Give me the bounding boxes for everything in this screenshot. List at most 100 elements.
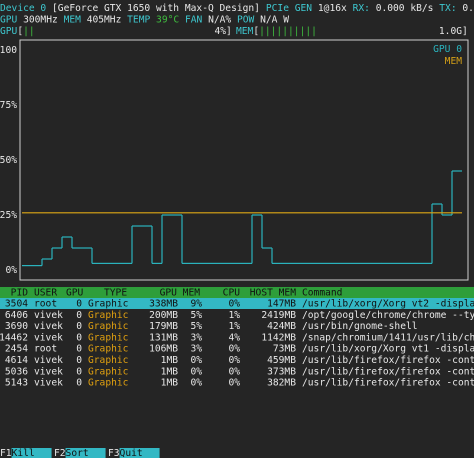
table-cell: 1MB bbox=[161, 378, 179, 389]
table-cell: Graphic bbox=[88, 344, 128, 355]
table-cell: 0 bbox=[76, 321, 82, 332]
y-tick-label: 0% bbox=[5, 265, 17, 276]
table-cell: 0% bbox=[228, 299, 240, 310]
table-cell: 382MB bbox=[267, 378, 296, 389]
table-cell: 424MB bbox=[267, 321, 296, 332]
y-tick-label: 100 bbox=[0, 45, 17, 56]
table-cell: root bbox=[34, 344, 57, 355]
table-cell: 4% bbox=[228, 332, 240, 343]
status-label: POW bbox=[237, 15, 255, 26]
status-value: 405MHz bbox=[87, 15, 122, 26]
table-cell: Graphic bbox=[88, 310, 128, 321]
gauge-value: 1.0G bbox=[439, 26, 462, 37]
status-label: MEM bbox=[64, 15, 82, 26]
table-cell: Graphic bbox=[88, 299, 128, 310]
status-value: N/A% bbox=[208, 15, 231, 26]
footer-action-bg bbox=[119, 448, 160, 458]
legend-entry: GPU 0 bbox=[433, 44, 462, 55]
gauge-bar: || bbox=[23, 26, 35, 37]
footer-key: F3 bbox=[108, 448, 120, 458]
status-value: 1@16x bbox=[318, 3, 347, 14]
table-cell: /usr/lib/firefox/firefox -conte bbox=[302, 355, 474, 366]
table-cell: 5% bbox=[190, 321, 202, 332]
table-cell: 0 bbox=[76, 366, 82, 377]
table-cell: vivek bbox=[34, 366, 63, 377]
table-cell: 179MB bbox=[149, 321, 178, 332]
table-cell: 5% bbox=[190, 310, 202, 321]
footer-action[interactable]: Quit bbox=[120, 448, 143, 458]
table-cell: 0 bbox=[76, 355, 82, 366]
gauge-bracket: [ bbox=[253, 26, 259, 37]
table-header: PID bbox=[11, 288, 29, 299]
table-cell: 0 bbox=[76, 332, 82, 343]
table-cell: 14462 bbox=[0, 332, 28, 343]
footer-action-bg bbox=[65, 448, 106, 458]
table-cell: 3504 bbox=[5, 299, 28, 310]
table-cell: /usr/lib/firefox/firefox -conte bbox=[302, 378, 474, 389]
status-label: PCIe GEN bbox=[266, 3, 312, 14]
footer-action[interactable]: Kill bbox=[12, 448, 35, 458]
table-cell: /usr/bin/gnome-shell bbox=[302, 321, 418, 332]
table-cell: 0 bbox=[76, 378, 82, 389]
table-cell: vivek bbox=[34, 321, 63, 332]
gauge-label: MEM bbox=[236, 26, 254, 37]
table-cell: 0% bbox=[228, 344, 240, 355]
gauge-bracket: ] bbox=[462, 26, 468, 37]
table-cell: 1142MB bbox=[261, 332, 296, 343]
table-cell: 1MB bbox=[161, 366, 179, 377]
table-cell: Graphic bbox=[88, 332, 128, 343]
status-value: 0.000 bbox=[462, 3, 474, 14]
table-cell: 0% bbox=[190, 355, 202, 366]
table-cell: 0 bbox=[76, 344, 82, 355]
table-header-bar bbox=[0, 287, 474, 298]
table-cell: Graphic bbox=[88, 355, 128, 366]
table-cell: 0% bbox=[228, 366, 240, 377]
status-label: TX: bbox=[439, 3, 456, 14]
table-header: GPU MEM bbox=[160, 288, 201, 299]
table-cell: 0 bbox=[76, 299, 82, 310]
status-label: GPU bbox=[0, 15, 18, 26]
table-cell: 0 bbox=[76, 310, 82, 321]
table-header: CPU bbox=[223, 288, 241, 299]
status-label: RX: bbox=[353, 3, 370, 14]
table-cell: 1% bbox=[228, 310, 240, 321]
table-cell: 373MB bbox=[267, 366, 296, 377]
table-cell: 3% bbox=[190, 344, 202, 355]
status-label: FAN bbox=[185, 15, 203, 26]
table-header: GPU bbox=[66, 288, 84, 299]
gauge-bracket: [ bbox=[17, 26, 23, 37]
gauge-label: GPU bbox=[0, 26, 18, 37]
table-header: HOST MEM bbox=[250, 288, 296, 299]
y-tick-label: 75% bbox=[0, 100, 17, 111]
table-cell: vivek bbox=[34, 378, 63, 389]
selected-row-bar bbox=[0, 298, 474, 309]
table-cell: root bbox=[34, 299, 57, 310]
status-value: N/A W bbox=[260, 15, 289, 26]
table-cell: 200MB bbox=[149, 310, 178, 321]
table-cell: 6406 bbox=[5, 310, 28, 321]
table-cell: 0% bbox=[190, 366, 202, 377]
chart-frame bbox=[19, 39, 469, 281]
table-header: TYPE bbox=[104, 288, 127, 299]
table-cell: 0% bbox=[228, 355, 240, 366]
table-cell: 4614 bbox=[5, 355, 28, 366]
table-cell: 1% bbox=[228, 321, 240, 332]
table-cell: /usr/lib/xorg/Xorg vt2 -display bbox=[302, 299, 474, 310]
table-cell: Graphic bbox=[88, 366, 128, 377]
table-cell: /usr/lib/firefox/firefox -conte bbox=[302, 366, 474, 377]
y-tick-label: 50% bbox=[0, 155, 17, 166]
status-label: Device 0 bbox=[0, 3, 46, 14]
gauge-value: 4% bbox=[214, 26, 226, 37]
status-value: 0.000 kB/s bbox=[376, 3, 434, 14]
legend-entry: MEM bbox=[445, 56, 463, 67]
table-cell: 2454 bbox=[5, 344, 28, 355]
table-cell: 3690 bbox=[5, 321, 28, 332]
table-cell: 1MB bbox=[161, 355, 179, 366]
table-cell: vivek bbox=[34, 355, 63, 366]
gauge-bar: |||||||||| bbox=[259, 26, 317, 37]
table-cell: 106MB bbox=[149, 344, 178, 355]
status-value: [GeForce GTX 1650 with Max-Q Design] bbox=[52, 3, 260, 14]
y-tick-label: 25% bbox=[0, 210, 17, 221]
status-value: 39°C bbox=[156, 15, 179, 26]
footer-action[interactable]: Sort bbox=[66, 448, 89, 458]
